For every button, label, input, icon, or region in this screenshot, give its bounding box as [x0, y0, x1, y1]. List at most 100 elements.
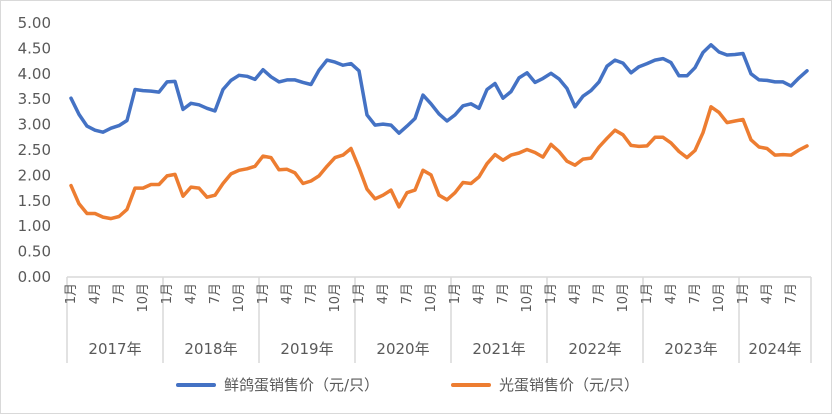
data-point [661, 57, 665, 60]
data-point [253, 165, 257, 168]
month-tick-label: 1月 [448, 283, 463, 304]
data-point [405, 191, 409, 194]
data-point [765, 147, 769, 150]
data-point [269, 75, 273, 79]
data-point [421, 169, 425, 172]
data-point [165, 174, 169, 178]
data-point [221, 182, 225, 185]
month-tick-label: 10月 [328, 283, 343, 313]
y-tick-label: 0.00 [18, 268, 51, 286]
y-tick-label: 3.00 [18, 116, 51, 134]
data-point [445, 119, 449, 123]
data-point [725, 121, 729, 124]
data-point [269, 156, 273, 159]
data-point [125, 208, 129, 211]
data-point [317, 174, 321, 178]
data-point [749, 72, 753, 76]
data-point [653, 136, 657, 139]
data-point [685, 156, 689, 159]
month-tick-label: 4月 [280, 283, 295, 304]
data-point [109, 217, 113, 220]
series-line-plain-egg [69, 105, 809, 221]
month-tick-label: 1月 [64, 283, 79, 304]
data-point [253, 78, 257, 81]
data-point [637, 145, 641, 148]
data-point [357, 166, 361, 169]
data-point [397, 132, 401, 135]
month-tick-label: 4月 [568, 283, 583, 304]
data-point [533, 151, 537, 154]
data-point [485, 88, 489, 91]
month-tick-label: 1月 [160, 283, 175, 304]
data-point [397, 205, 401, 209]
data-point [613, 58, 617, 62]
year-label: 2020年 [376, 340, 429, 358]
data-point [645, 62, 649, 65]
plot-area [69, 43, 809, 221]
data-point [645, 144, 649, 148]
legend-label: 光蛋销售价（元/只） [499, 376, 640, 394]
data-point [733, 53, 737, 56]
data-point [413, 188, 417, 192]
month-tick-label: 7月 [592, 283, 607, 304]
y-tick-label: 4.00 [18, 65, 51, 83]
data-point [365, 187, 369, 191]
month-tick-label: 7月 [208, 283, 223, 304]
data-point [805, 69, 809, 72]
year-label: 2022年 [568, 340, 621, 358]
data-point [573, 164, 577, 167]
month-tick-label: 10月 [520, 283, 535, 313]
month-tick-label: 4月 [472, 283, 487, 304]
data-point [261, 154, 265, 158]
y-tick-label: 5.00 [18, 14, 51, 32]
data-point [365, 113, 369, 117]
data-point [629, 71, 633, 74]
month-tick-label: 10月 [616, 283, 631, 313]
data-point [501, 158, 505, 162]
data-point [541, 155, 545, 159]
data-point [117, 215, 121, 218]
data-point [445, 198, 449, 201]
data-point [229, 79, 233, 82]
data-point [149, 89, 153, 93]
data-point [693, 149, 697, 152]
legend-item-plain-egg: 光蛋销售价（元/只） [451, 374, 639, 395]
data-point [133, 186, 137, 190]
data-point [189, 185, 193, 189]
data-point [693, 66, 697, 69]
data-point [141, 186, 145, 190]
data-point [461, 104, 465, 108]
month-tick-label: 4月 [376, 283, 391, 304]
data-point [93, 212, 97, 215]
data-point [701, 131, 705, 134]
data-point [405, 124, 409, 128]
data-point [197, 186, 201, 190]
data-point [653, 58, 657, 62]
year-label: 2024年 [748, 340, 801, 358]
data-point [157, 183, 161, 186]
data-point [557, 77, 561, 81]
data-point [677, 74, 681, 78]
data-point [341, 63, 345, 67]
data-point [525, 148, 529, 151]
data-point [533, 81, 537, 84]
data-point [109, 126, 113, 130]
data-point [725, 53, 729, 57]
data-point [349, 147, 353, 150]
data-point [309, 83, 313, 86]
data-point [333, 156, 337, 159]
data-point [669, 141, 673, 145]
data-point [301, 182, 305, 185]
month-tick-label: 10月 [424, 283, 439, 313]
data-point [85, 212, 89, 215]
data-point [277, 80, 281, 84]
data-point [389, 123, 393, 127]
data-point [605, 137, 609, 140]
data-point [709, 43, 713, 47]
data-point [181, 195, 185, 198]
data-point [581, 94, 585, 98]
data-point [301, 81, 305, 84]
data-point [229, 172, 233, 176]
data-point [621, 133, 625, 136]
